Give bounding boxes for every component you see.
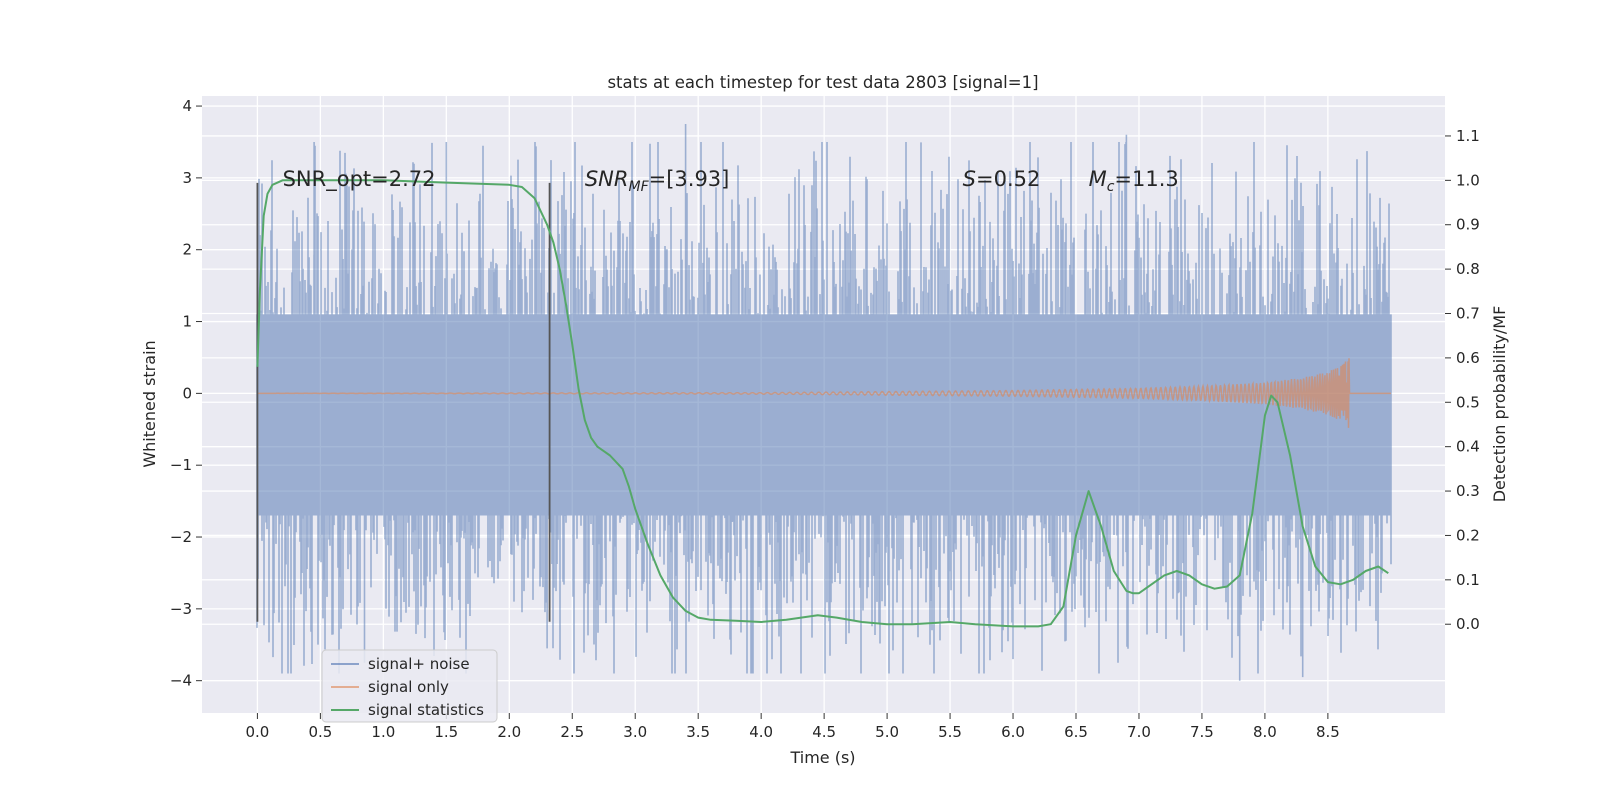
annotation-3: Mc=11.3 xyxy=(1089,167,1179,195)
annotation-subscript: c xyxy=(1107,179,1115,195)
y-tick-label: −4 xyxy=(170,672,192,690)
legend: signal+ noise signal only signal statistic… xyxy=(321,649,498,723)
series-signal-only-line xyxy=(257,358,1391,428)
x-tick-label: 4.5 xyxy=(812,723,836,741)
y-tick-label: 1 xyxy=(182,313,192,331)
annotation-subscript: MF xyxy=(628,179,649,195)
y-tick-label: 0 xyxy=(182,384,192,402)
data-layer xyxy=(256,124,1392,681)
x-tick-label: 3.0 xyxy=(623,723,647,741)
y-right-tick-label: 0.6 xyxy=(1456,349,1480,367)
annotation-symbol: SNR xyxy=(585,167,629,191)
x-axis-label: Time (s) xyxy=(789,748,855,767)
legend-label: signal+ noise xyxy=(368,655,470,673)
annotation-1: SNRMF=[3.93] xyxy=(585,167,730,195)
y-right-tick-label: 0.3 xyxy=(1456,482,1480,500)
y-right-tick-label: 0.8 xyxy=(1456,260,1480,278)
y-right-tick-label: 0.7 xyxy=(1456,305,1480,323)
y-right-tick-label: 1.0 xyxy=(1456,171,1480,189)
y-right-tick-label: 0.1 xyxy=(1456,571,1480,589)
y-tick-label: −1 xyxy=(170,456,192,474)
x-tick-label: 5.0 xyxy=(875,723,899,741)
x-tick-label: 1.5 xyxy=(434,723,458,741)
x-tick-label: 0.0 xyxy=(245,723,269,741)
annotation-value: =0.52 xyxy=(976,167,1040,191)
y-right-tick-label: 0.0 xyxy=(1456,615,1480,633)
legend-box xyxy=(321,649,498,723)
y-tick-label: −2 xyxy=(170,528,192,546)
x-tick-label: 0.5 xyxy=(308,723,332,741)
y-right-tick-label: 0.2 xyxy=(1456,526,1480,544)
annotation-value: =11.3 xyxy=(1114,167,1178,191)
x-tick-label: 2.0 xyxy=(497,723,521,741)
chart-title: stats at each timestep for test data 280… xyxy=(607,73,1038,92)
x-tick-label: 2.5 xyxy=(560,723,584,741)
y-right-tick-label: 0.9 xyxy=(1456,216,1480,234)
x-tick-label: 7.5 xyxy=(1190,723,1214,741)
x-tick-label: 6.0 xyxy=(1001,723,1025,741)
y-tick-label: −3 xyxy=(170,600,192,618)
x-tick-label: 7.0 xyxy=(1127,723,1151,741)
legend-label: signal statistics xyxy=(368,701,484,719)
y-right-axis-label: Detection probability/MF xyxy=(1490,306,1509,503)
x-tick-label: 3.5 xyxy=(686,723,710,741)
y-tick-label: 4 xyxy=(182,97,192,115)
y-right-tick-label: 0.5 xyxy=(1456,393,1480,411)
x-tick-label: 6.5 xyxy=(1064,723,1088,741)
axes-layer: 0.0 0.5 1.0 1.5 2.0 2.5 3.0 3.5 4.0 4.5 5.0 5.5 6.0 6… xyxy=(170,97,1480,741)
x-tick-label: 4.0 xyxy=(749,723,773,741)
y-axis-label: Whitened strain xyxy=(140,340,159,467)
annotations: SNR_opt=2.72 SNRMF=[3.93] S=0.52 Mc=11.3 xyxy=(283,167,1179,195)
x-tick-label: 1.0 xyxy=(371,723,395,741)
y-right-tick-label: 0.4 xyxy=(1456,438,1480,456)
y-right-tick-label: 1.1 xyxy=(1456,127,1480,145)
x-tick-label: 8.0 xyxy=(1253,723,1277,741)
x-tick-label: 5.5 xyxy=(938,723,962,741)
annotation-symbol: M xyxy=(1089,167,1107,191)
legend-label: signal only xyxy=(368,678,449,696)
annotation-value: =[3.93] xyxy=(649,167,730,191)
x-tick-label: 8.5 xyxy=(1316,723,1340,741)
annotation-2: S=0.52 xyxy=(963,167,1041,191)
series-signal-statistics-line xyxy=(256,179,1389,628)
annotation-0: SNR_opt=2.72 xyxy=(283,167,436,192)
y-tick-label: 3 xyxy=(182,169,192,187)
annotation-symbol: S xyxy=(963,167,976,191)
y-tick-label: 2 xyxy=(182,241,192,259)
